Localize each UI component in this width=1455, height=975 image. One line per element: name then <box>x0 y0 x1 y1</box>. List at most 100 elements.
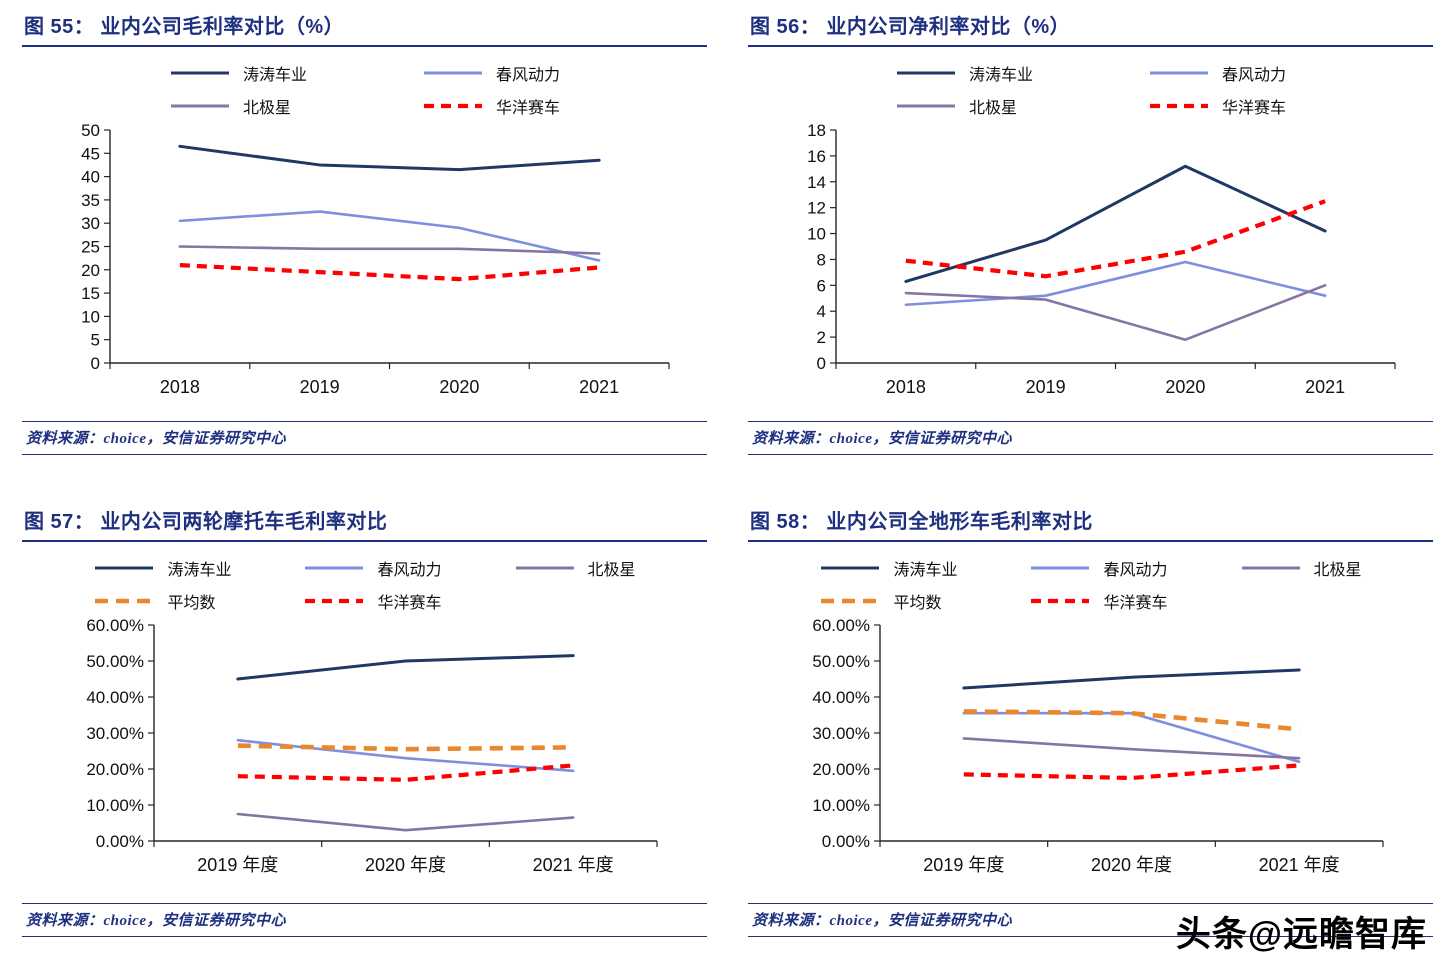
series-line-taotao <box>236 654 575 681</box>
legend-line-swatch-average <box>821 598 880 604</box>
series-line-chunfeng <box>178 210 601 262</box>
y-tick-label: 10 <box>81 307 100 326</box>
figure-58-legend: 涛涛车业 春风动力 北极星 平均数 华洋赛车 <box>748 556 1433 613</box>
source-text: 资料来源：choice，安信证券研究中心 <box>26 913 286 929</box>
legend-line-swatch-chunfeng <box>1031 566 1090 570</box>
figure-57: 图 57： 业内公司两轮摩托车毛利率对比 涛涛车业 春风动力 北极星 平均数 华洋赛车 … <box>22 501 707 937</box>
x-tick-label: 2020 <box>439 377 479 397</box>
legend-line-swatch-average <box>95 598 154 604</box>
legend-label-huayang: 华洋赛车 <box>1103 595 1168 612</box>
legend-label-polaris: 北极星 <box>587 562 636 579</box>
series-line-huayang <box>905 199 1326 279</box>
x-tick-label: 2019 年度 <box>923 855 1004 875</box>
legend-label-taotao: 涛涛车业 <box>968 67 1033 84</box>
y-tick-label: 30.00% <box>86 724 144 743</box>
figure-58-title: 图 58： 业内公司全地形车毛利率对比 <box>750 511 1093 533</box>
figure-55: 图 55： 业内公司毛利率对比（%） 涛涛车业 春风动力北极星 华洋赛车 0 5 10 1… <box>22 6 707 455</box>
legend-item-polaris: 北极星 <box>1240 556 1362 580</box>
series-line-huayang <box>963 763 1300 781</box>
x-tick-label: 2021 年度 <box>1259 855 1340 875</box>
y-tick-label: 14 <box>807 173 826 192</box>
legend-line-swatch-huayang <box>424 103 482 109</box>
y-tick-label: 18 <box>807 121 826 140</box>
legend-label-chunfeng: 春风动力 <box>1222 67 1287 84</box>
series-line-chunfeng <box>904 260 1327 307</box>
legend-item-chunfeng: 春风动力 <box>303 556 442 580</box>
legend-item-huayang: 华洋赛车 <box>303 589 442 613</box>
legend-line-swatch-polaris <box>170 104 229 108</box>
x-tick-label: 2021 <box>579 377 619 397</box>
legend-label-polaris: 北极星 <box>242 100 291 117</box>
title-underline <box>22 540 707 542</box>
y-tick-label: 40.00% <box>812 688 870 707</box>
y-tick-label: 15 <box>81 284 100 303</box>
figure-55-source-block: 资料来源：choice，安信证券研究中心 <box>22 421 707 455</box>
figure-56-chart-canvas: 0 2 4 6 8 10 12 14 16 18 2018 2019 2020 2021 <box>807 121 1396 397</box>
y-tick-label: 20.00% <box>86 760 144 779</box>
y-tick-label: 16 <box>807 147 826 166</box>
y-tick-label: 60.00% <box>812 616 870 635</box>
legend-line-swatch-chunfeng <box>1150 71 1208 75</box>
source-rule-top <box>22 903 707 904</box>
source-text: 资料来源：choice，安信证券研究中心 <box>752 431 1012 447</box>
legend-label-polaris: 北极星 <box>968 100 1017 117</box>
x-tick-label: 2018 <box>160 377 200 397</box>
y-tick-label: 8 <box>817 250 826 269</box>
legend-item-polaris: 北极星 <box>514 556 636 580</box>
figure-57-legend: 涛涛车业 春风动力 北极星 平均数 华洋赛车 <box>22 556 707 613</box>
legend-label-taotao: 涛涛车业 <box>167 562 232 579</box>
legend-line-swatch-huayang <box>305 598 364 604</box>
figure-58-source-block: 资料来源：choice，安信证券研究中心 <box>748 903 1433 937</box>
figure-55-title: 图 55： 业内公司毛利率对比（%） <box>24 16 345 38</box>
legend-item-average: 平均数 <box>819 589 957 613</box>
watermark: 头条@远瞻智库 <box>1175 915 1427 954</box>
y-tick-label: 0 <box>91 354 100 373</box>
y-tick-label: 20 <box>81 261 100 280</box>
legend-line-swatch-taotao <box>821 566 880 570</box>
y-tick-label: 60.00% <box>86 616 144 635</box>
legend-item-polaris: 北极星 <box>169 94 307 118</box>
legend-item-chunfeng: 春风动力 <box>1029 556 1168 580</box>
figure-55-legend: 涛涛车业 春风动力北极星 华洋赛车 <box>22 61 707 118</box>
series-line-polaris <box>178 245 601 255</box>
legend-item-chunfeng: 春风动力 <box>1148 61 1286 85</box>
series-line-huayang <box>237 763 574 782</box>
series-line-polaris <box>962 737 1301 760</box>
series-line-average <box>237 743 574 752</box>
figure-56: 图 56： 业内公司净利率对比（%） 涛涛车业 春风动力 北极星 华洋赛车 0 2 4 6 8… <box>748 6 1433 455</box>
y-tick-label: 5 <box>91 331 100 350</box>
legend-line-swatch-taotao <box>95 566 154 570</box>
legend-line-swatch-polaris <box>1241 566 1300 570</box>
source-rule-bottom <box>748 936 1433 937</box>
y-tick-label: 0 <box>817 354 826 373</box>
figure-58-chart-canvas: 0.00% 10.00% 20.00% 30.00% 40.00% 50.00% 60.00… <box>812 616 1384 875</box>
x-tick-label: 2020 <box>1165 377 1205 397</box>
legend-label-huayang: 华洋赛车 <box>496 100 561 117</box>
legend-line-swatch-chunfeng <box>424 71 482 75</box>
x-tick-label: 2020 年度 <box>365 855 446 875</box>
figure-55-chart-canvas: 0 5 10 15 20 25 30 35 40 45 50 2018 2019 2020 2021 <box>81 121 670 397</box>
x-tick-label: 2019 年度 <box>197 855 278 875</box>
series-line-chunfeng <box>236 738 575 773</box>
title-underline <box>22 45 707 47</box>
source-rule-top <box>748 421 1433 422</box>
y-tick-label: 30.00% <box>812 724 870 743</box>
legend-label-chunfeng: 春风动力 <box>496 67 561 84</box>
charts-grid: 图 55： 业内公司毛利率对比（%） 涛涛车业 春风动力 北极星 华洋赛车 0 5 10 1… <box>22 6 1433 937</box>
y-tick-label: 25 <box>81 238 100 257</box>
y-tick-label: 35 <box>81 191 100 210</box>
x-tick-label: 2021 <box>1305 377 1345 397</box>
y-tick-label: 40 <box>81 168 100 187</box>
legend-label-chunfeng: 春风动力 <box>377 562 442 579</box>
legend-label-taotao: 涛涛车业 <box>242 67 307 84</box>
y-tick-label: 10.00% <box>86 796 144 815</box>
legend-line-swatch-chunfeng <box>305 566 364 570</box>
x-tick-label: 2021 年度 <box>533 855 614 875</box>
source-rule-top <box>748 903 1433 904</box>
legend-label-huayang: 华洋赛车 <box>1222 100 1287 117</box>
source-text: 资料来源：choice，安信证券研究中心 <box>752 913 1012 929</box>
series-line-chunfeng <box>962 711 1301 764</box>
legend-item-taotao: 涛涛车业 <box>169 61 307 85</box>
y-tick-label: 50 <box>81 121 100 140</box>
